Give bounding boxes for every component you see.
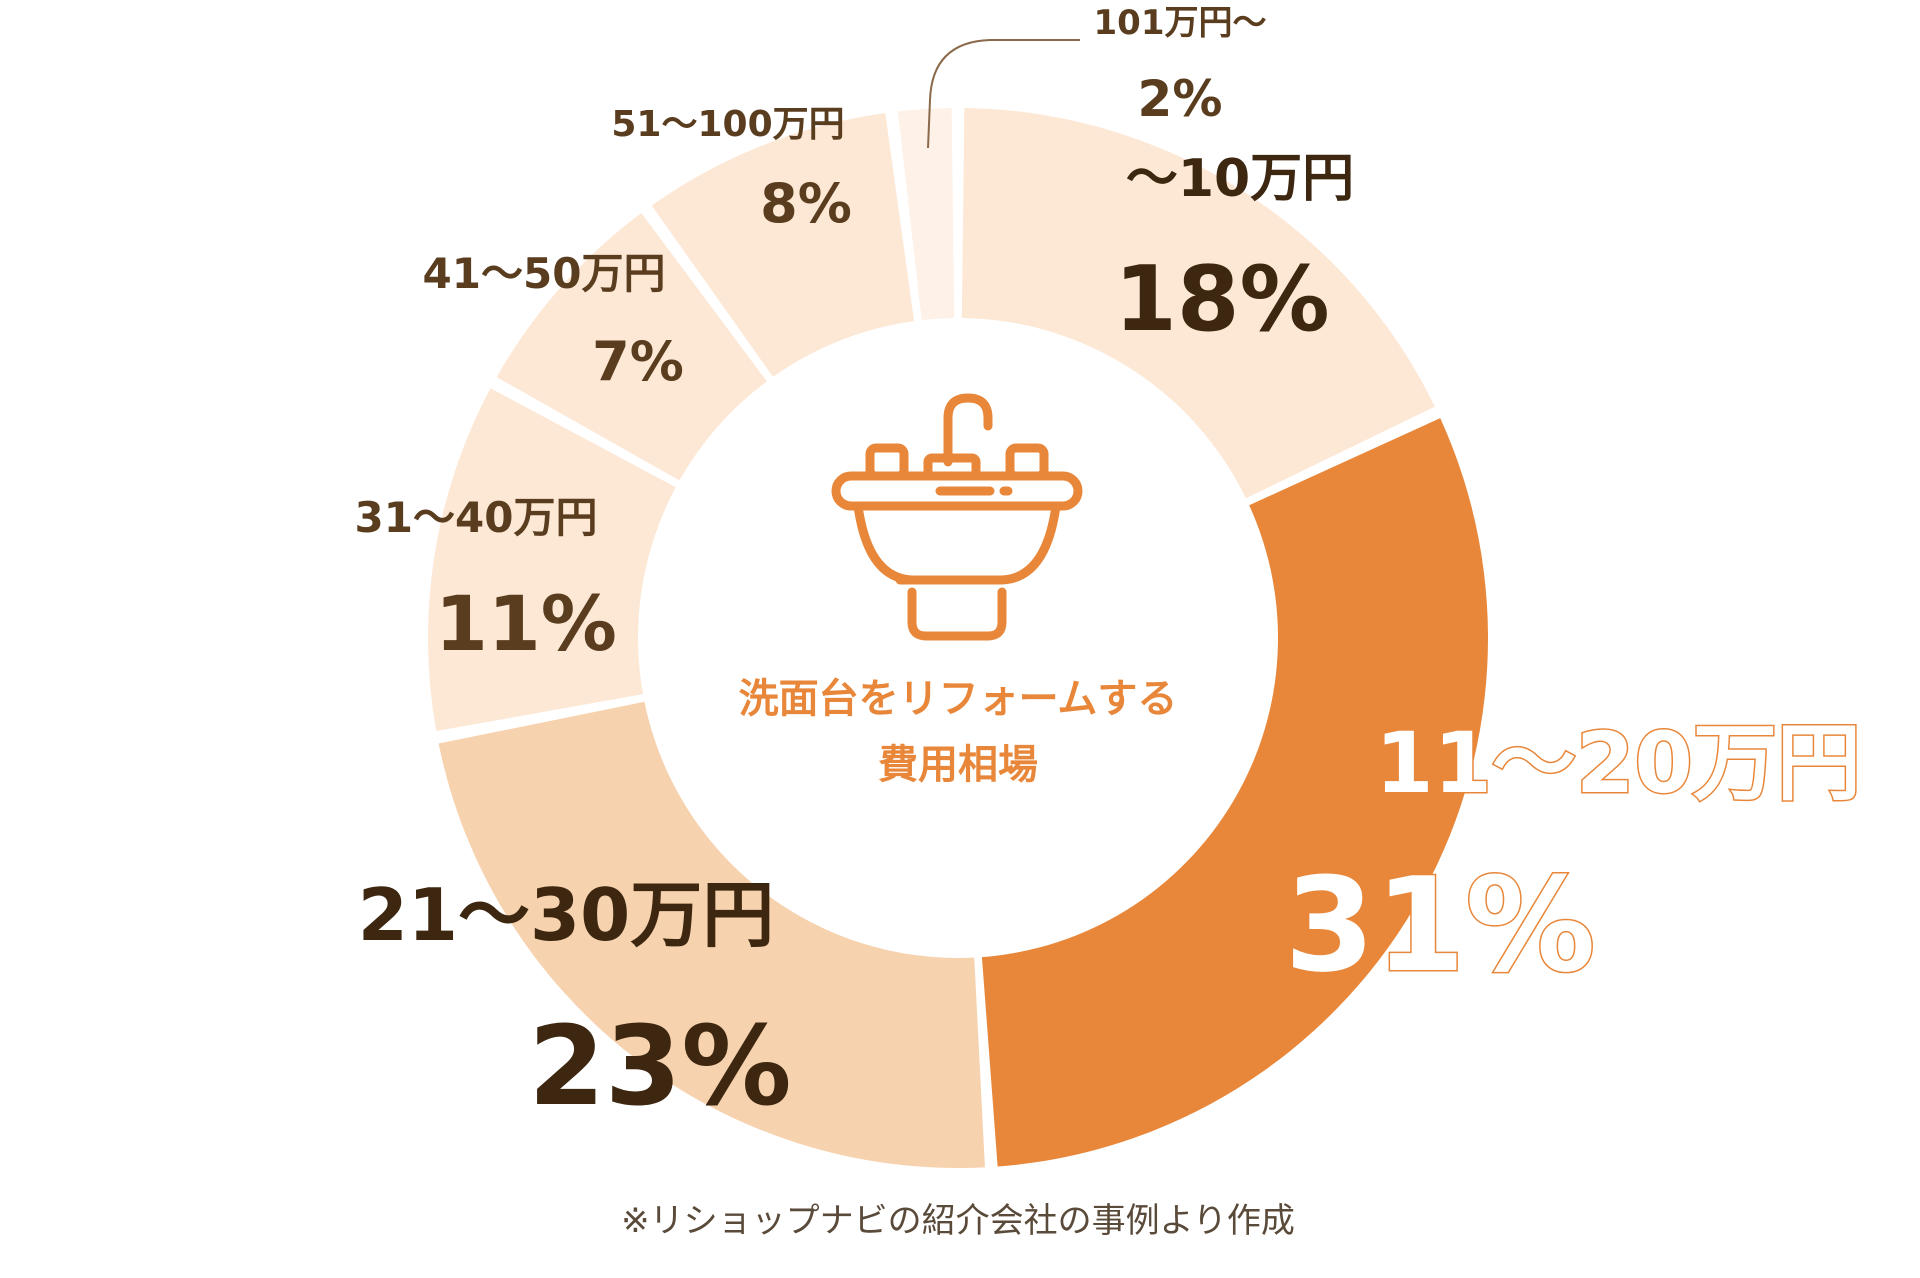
source-note: ※リショップナビの紹介会社の事例より作成 <box>621 1201 1295 1241</box>
slice-label-3: 31〜40万円 <box>355 493 598 542</box>
slice-6 <box>897 108 955 321</box>
leader-line <box>927 39 1080 149</box>
slice-label-2: 21〜30万円 <box>358 873 774 957</box>
slice-label-5: 51〜100万円 <box>611 104 844 145</box>
slice-2 <box>438 701 985 1168</box>
slice-value-0: 18% <box>1114 247 1329 352</box>
slice-label-4: 41〜50万円 <box>423 249 666 298</box>
center-title-line-1: 洗面台をリフォームする <box>739 676 1178 722</box>
slice-value-4: 7% <box>592 330 684 393</box>
sink-icon <box>831 393 1083 641</box>
slice-value-1: 31% <box>1284 849 1595 1001</box>
slice-5 <box>651 113 915 377</box>
slice-label-1: 11〜20万円 <box>1375 714 1861 812</box>
slice-labels: 〜10万円 18% 11〜20万円 31% 21〜30万円 23% 31〜40万円 11% 41… <box>355 3 1863 1130</box>
slice-1 <box>981 418 1488 1167</box>
center-title-line-2: 費用相場 <box>878 742 1038 788</box>
slice-3 <box>428 388 676 732</box>
slice-value-3: 11% <box>435 579 617 668</box>
slice-label-6: 101万円〜 <box>1094 3 1267 43</box>
slice-4 <box>496 212 767 481</box>
slice-value-6: 2% <box>1138 70 1223 128</box>
donut-slices <box>428 108 1488 1168</box>
slice-value-2: 23% <box>528 1002 791 1130</box>
slice-label-0: 〜10万円 <box>1126 149 1354 209</box>
slice-0 <box>961 108 1435 499</box>
slice-value-5: 8% <box>760 172 852 235</box>
